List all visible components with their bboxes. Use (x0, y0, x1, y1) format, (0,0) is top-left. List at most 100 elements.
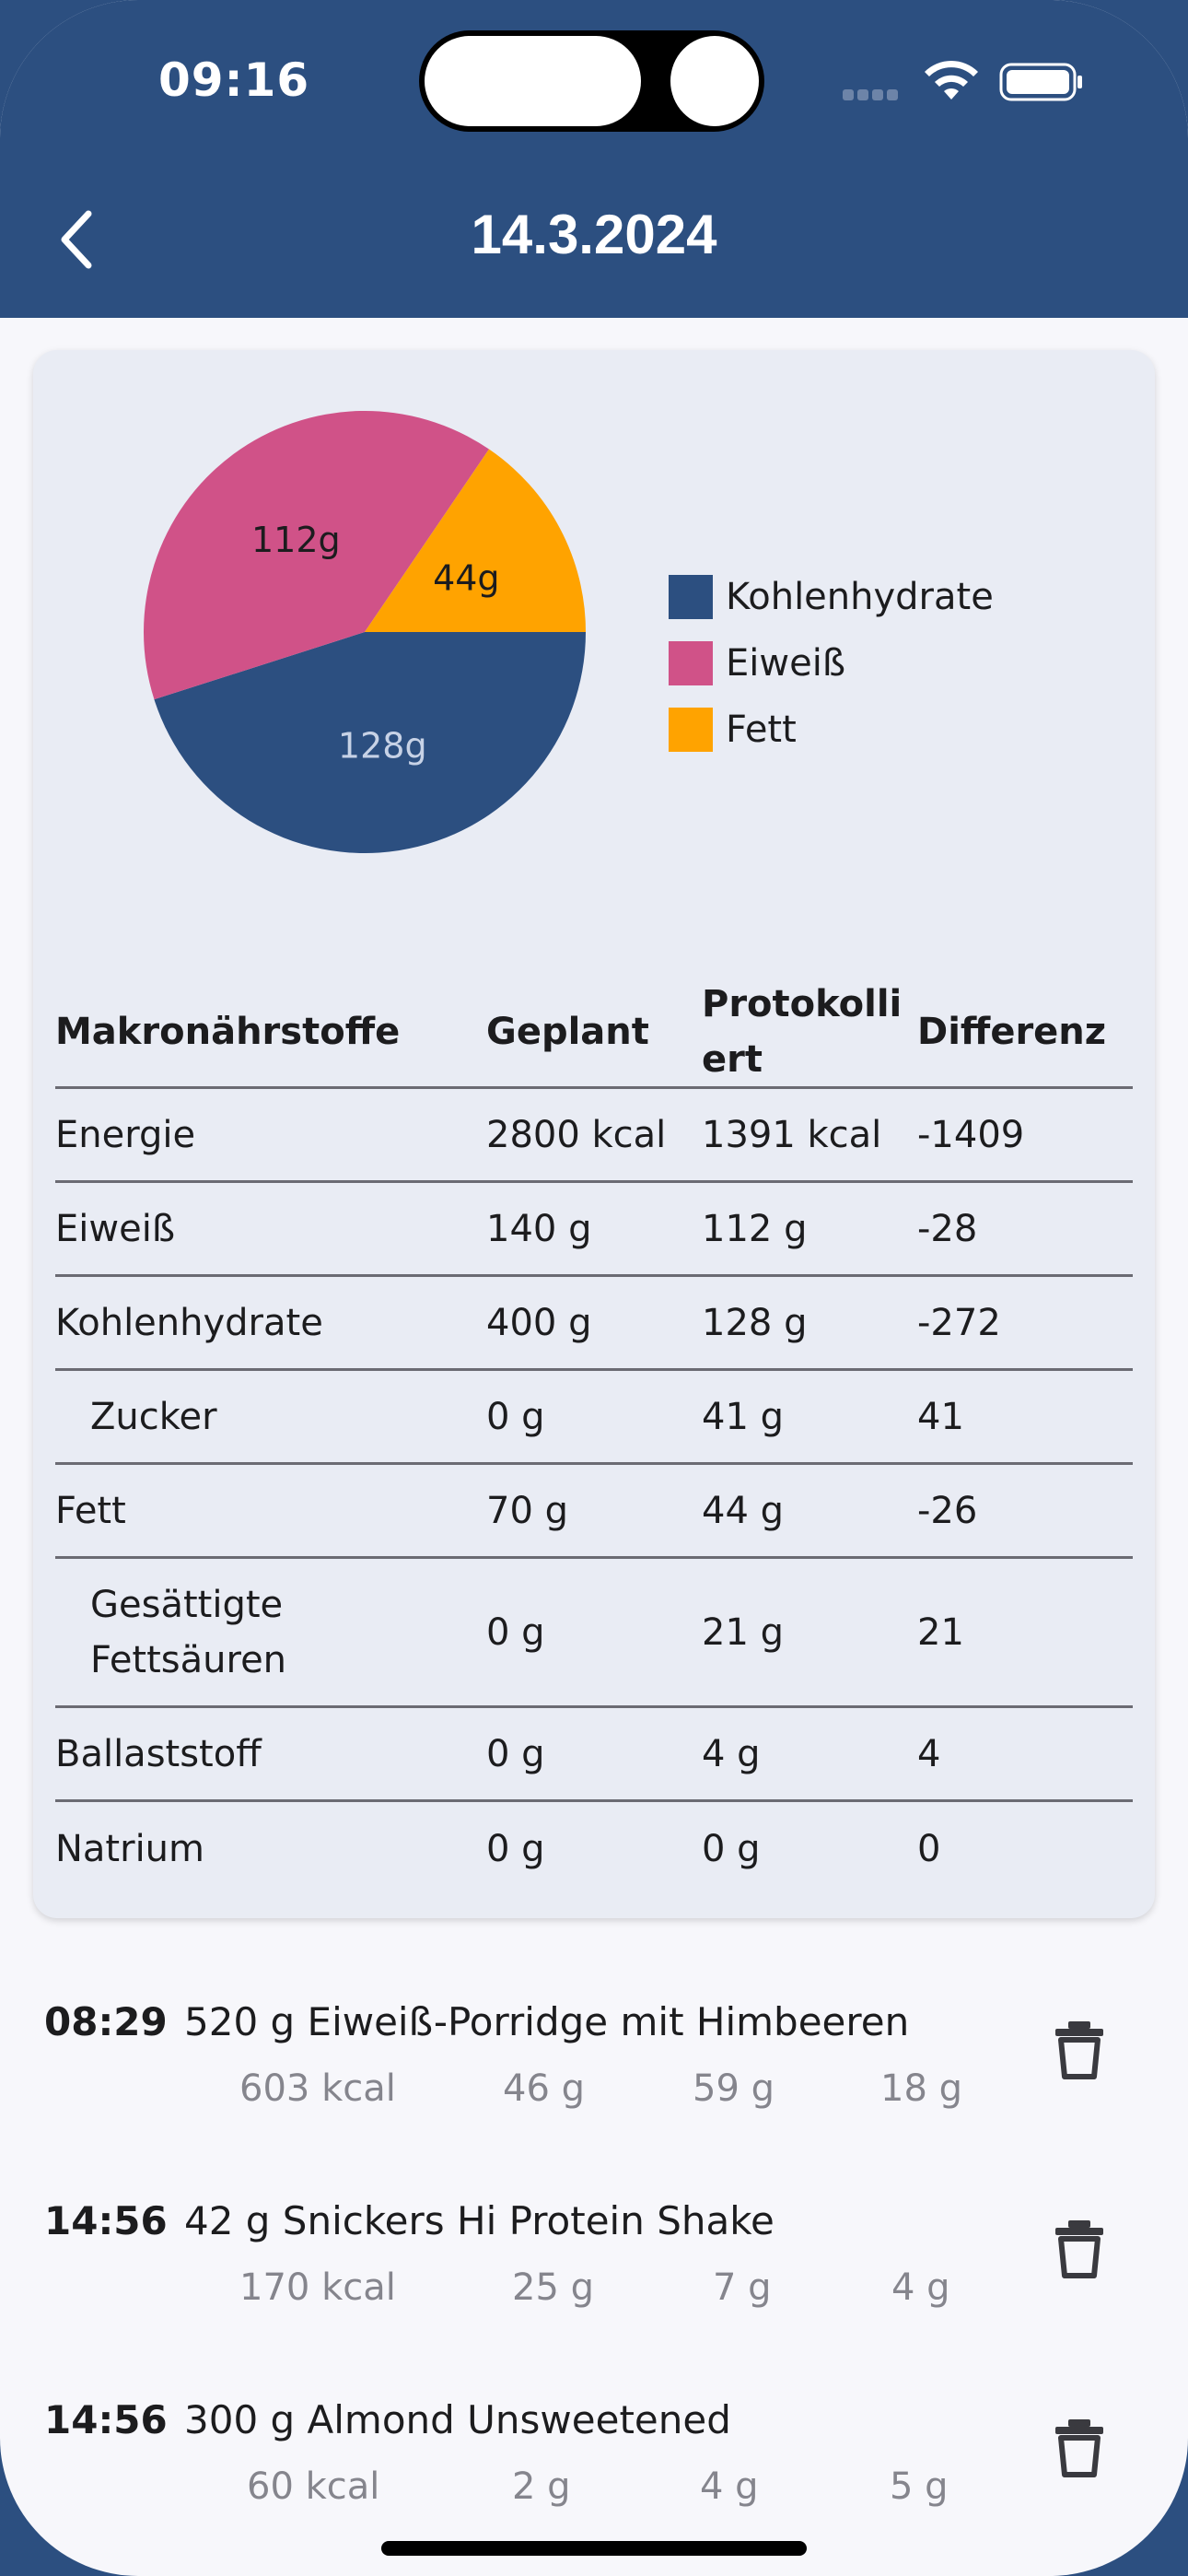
page-title: 14.3.2024 (471, 204, 717, 265)
logged-value: 21 g (702, 1610, 785, 1654)
table-row: Natrium 0 g 0 g 0 (55, 1802, 1133, 1896)
planned-value: 70 g (486, 1489, 569, 1532)
home-indicator (381, 2541, 807, 2556)
difference-value: 0 (917, 1828, 941, 1870)
entry-time: 14:56 (44, 2397, 168, 2442)
logged-value: 41 g (702, 1395, 785, 1438)
dynamic-island (419, 30, 764, 132)
row-label: Eiweiß (55, 1207, 176, 1250)
battery-icon (999, 63, 1082, 101)
table-row: Ballaststoff 0 g 4 g 4 (55, 1708, 1133, 1802)
table-row: Zucker 0 g 41 g 41 (55, 1371, 1133, 1465)
list-item[interactable]: 14:56 42 g Snickers Hi Protein Shake 170… (0, 2198, 1188, 2383)
entry-time: 08:29 (44, 1999, 168, 2044)
island-pill (425, 36, 641, 126)
legend-label: Kohlenhydrate (726, 576, 994, 618)
entry-name: 520 g Eiweiß-Porridge mit Himbeeren (184, 1999, 910, 2044)
difference-value: -272 (917, 1301, 1001, 1344)
row-label: Ballaststoff (55, 1732, 262, 1775)
trash-icon[interactable] (1052, 2219, 1107, 2279)
logged-value: 4 g (702, 1732, 761, 1775)
trash-icon[interactable] (1052, 2020, 1107, 2080)
difference-value: -28 (917, 1207, 978, 1250)
pie-slice-kohlenhydrate (154, 632, 586, 853)
chart-legend: Kohlenhydrate Eiweiß Fett (669, 564, 994, 763)
planned-value: 0 g (486, 1610, 545, 1654)
logged-value: 128 g (702, 1301, 808, 1344)
legend-item-protein: Eiweiß (669, 630, 994, 697)
entry-protein: 25 g (512, 2266, 595, 2309)
column-header: Makronährstoffe (55, 1010, 401, 1053)
legend-swatch-carbs (669, 575, 713, 619)
wifi-icon (925, 60, 978, 100)
entry-time: 14:56 (44, 2198, 168, 2243)
macro-table: Makronährstoffe Geplant Protokolli ert D… (55, 977, 1133, 1896)
planned-value: 0 g (486, 1828, 545, 1870)
row-label: Gesättigte Fettsäuren (90, 1583, 287, 1681)
list-item[interactable]: 08:29 520 g Eiweiß-Porridge mit Himbeere… (0, 1999, 1188, 2184)
legend-item-fat: Fett (669, 697, 994, 763)
planned-value: 0 g (486, 1732, 545, 1775)
logged-value: 1391 kcal (702, 1113, 882, 1156)
trash-icon[interactable] (1052, 2418, 1107, 2478)
difference-value: 21 (917, 1610, 964, 1654)
difference-value: -26 (917, 1489, 978, 1532)
planned-value: 400 g (486, 1301, 592, 1344)
signal-icon (843, 87, 907, 100)
entry-protein: 2 g (512, 2465, 571, 2508)
macro-summary-card: 128g 112g 44g Kohlenhydrate Eiweiß Fett Ma… (33, 350, 1155, 1918)
chevron-left-icon[interactable] (52, 203, 107, 276)
planned-value: 0 g (486, 1395, 545, 1438)
table-row: Eiweiß 140 g 112 g -28 (55, 1183, 1133, 1277)
entry-name: 300 g Almond Unsweetened (184, 2397, 731, 2442)
row-label: Fett (55, 1489, 126, 1532)
planned-value: 140 g (486, 1207, 592, 1250)
table-row: Kohlenhydrate 400 g 128 g -272 (55, 1277, 1133, 1371)
difference-value: -1409 (917, 1113, 1025, 1156)
entry-fat: 4 g (891, 2266, 950, 2309)
row-label: Zucker (90, 1395, 217, 1438)
pie-label: 128g (338, 725, 427, 766)
difference-value: 41 (917, 1395, 964, 1438)
table-row: Gesättigte Fettsäuren 0 g 21 g 21 (55, 1559, 1133, 1708)
row-label: Energie (55, 1113, 196, 1156)
entry-carbs: 7 g (713, 2266, 772, 2309)
app-header: 09:16 14.3.2024 (0, 0, 1188, 318)
table-header: Makronährstoffe Geplant Protokolli ert D… (55, 977, 1133, 1089)
pie-label: 112g (251, 520, 341, 560)
legend-swatch-protein (669, 641, 713, 685)
column-header: Protokolli ert (702, 982, 903, 1081)
entry-kcal: 60 kcal (247, 2465, 380, 2508)
pie-slice-fett (365, 449, 586, 632)
legend-label: Eiweiß (726, 642, 846, 685)
logged-value: 0 g (702, 1828, 761, 1870)
table-row: Fett 70 g 44 g -26 (55, 1465, 1133, 1559)
pie-slice-eiweiß (144, 411, 489, 700)
column-header: Geplant (486, 1010, 649, 1053)
logged-value: 44 g (702, 1489, 785, 1532)
planned-value: 2800 kcal (486, 1113, 667, 1156)
list-item[interactable]: 14:56 300 g Almond Unsweetened 60 kcal 2… (0, 2397, 1188, 2576)
entry-kcal: 603 kcal (239, 2067, 396, 2110)
entry-fat: 5 g (890, 2465, 949, 2508)
column-header: Differenz (917, 1010, 1107, 1053)
difference-value: 4 (917, 1732, 941, 1775)
entry-fat: 18 g (880, 2067, 963, 2110)
entry-name: 42 g Snickers Hi Protein Shake (184, 2198, 775, 2243)
status-time: 09:16 (158, 53, 310, 107)
entry-protein: 46 g (503, 2067, 586, 2110)
island-dot (670, 36, 759, 126)
legend-swatch-fat (669, 708, 713, 752)
macro-pie-chart: 128g 112g 44g (144, 411, 586, 853)
table-row: Energie 2800 kcal 1391 kcal -1409 (55, 1089, 1133, 1183)
legend-label: Fett (726, 708, 797, 751)
entry-carbs: 4 g (700, 2465, 759, 2508)
entry-kcal: 170 kcal (239, 2266, 396, 2309)
legend-item-carbs: Kohlenhydrate (669, 564, 994, 630)
logged-value: 112 g (702, 1207, 808, 1250)
entry-carbs: 59 g (693, 2067, 775, 2110)
row-label: Natrium (55, 1828, 204, 1870)
row-label: Kohlenhydrate (55, 1301, 323, 1344)
pie-label: 44g (433, 558, 499, 599)
